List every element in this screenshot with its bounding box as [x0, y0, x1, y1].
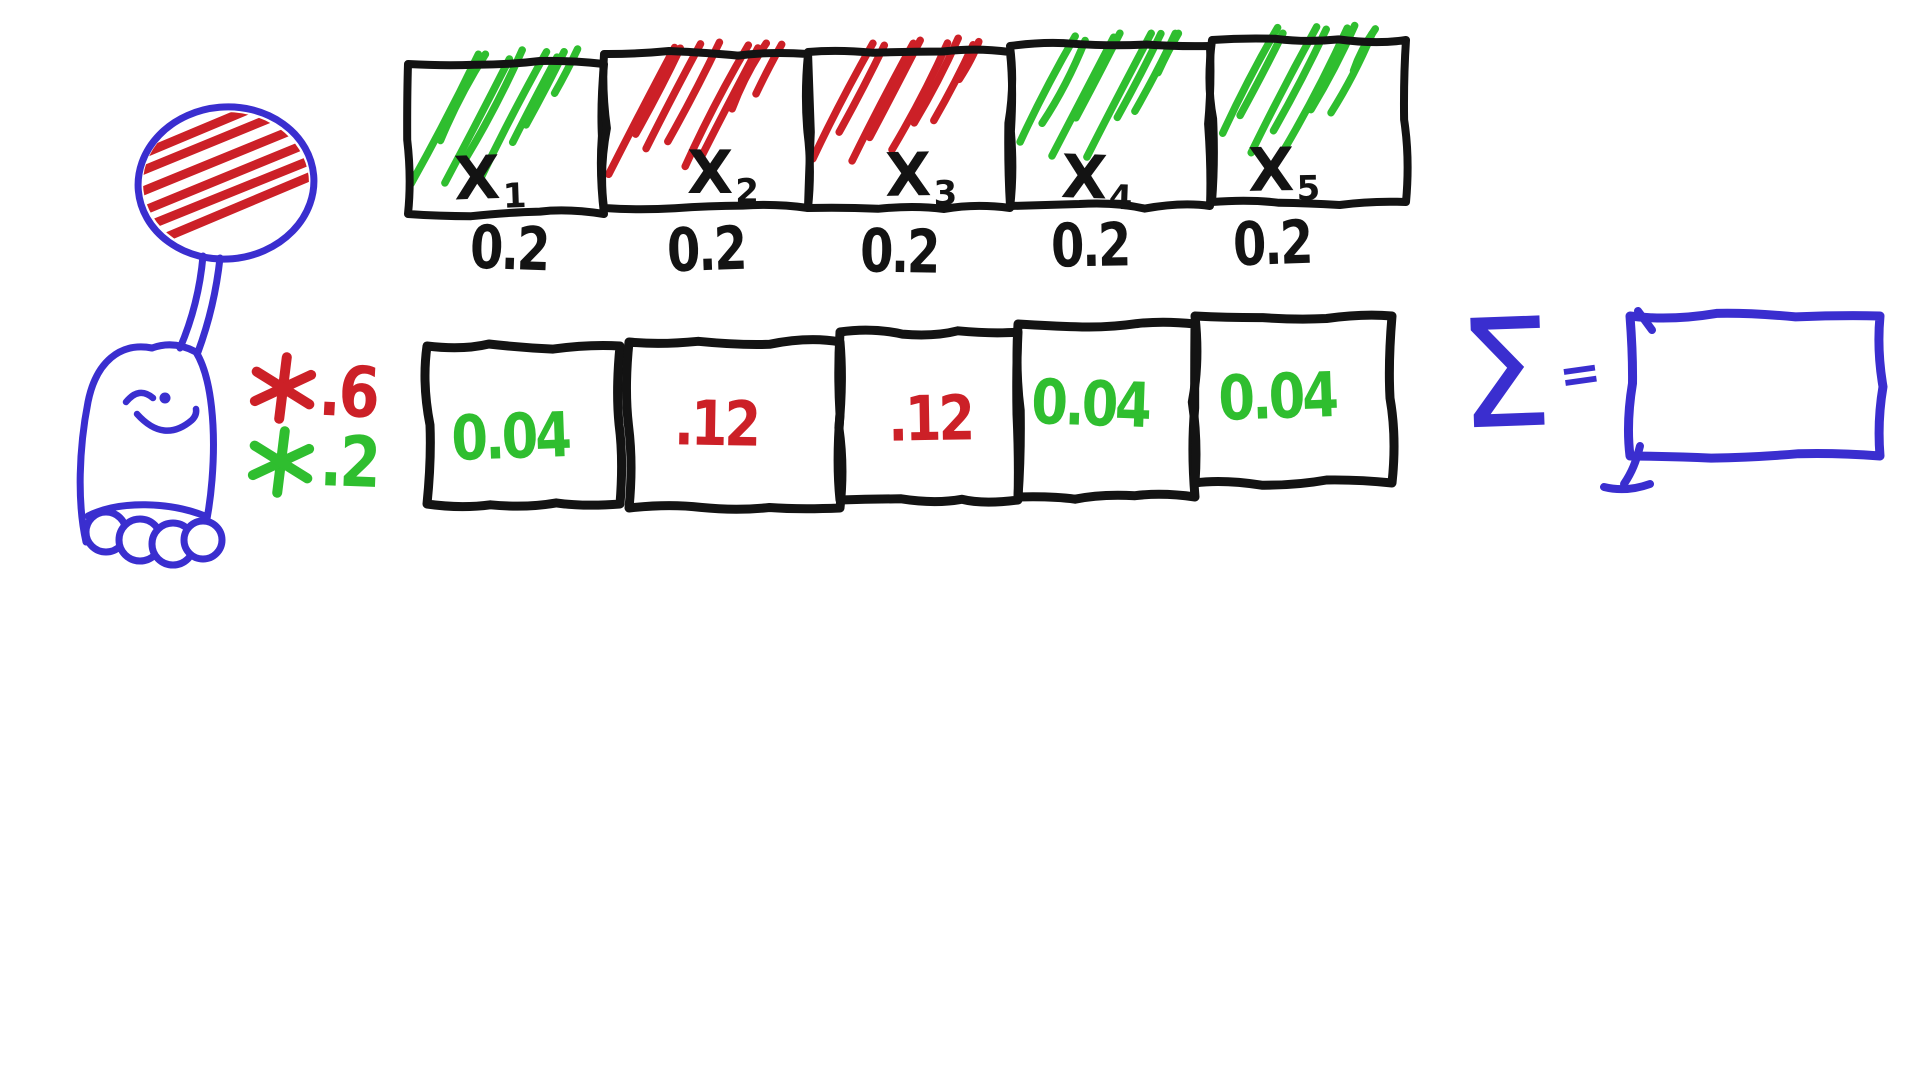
sigma-symbol: Σ	[1454, 286, 1556, 464]
variable-subscript: 1	[502, 175, 528, 217]
result-box-tail	[1600, 480, 1654, 494]
variable-name: X	[1059, 142, 1109, 214]
balloon-hatch-stroke	[143, 112, 309, 165]
result-box-tail	[1620, 442, 1644, 488]
balloon-hatch-stroke	[143, 112, 309, 182]
hatch-stroke	[752, 40, 786, 98]
top-box-4-outline	[1004, 38, 1215, 213]
asterisk-star-icon	[247, 426, 315, 498]
hatch-stroke	[955, 37, 983, 84]
hatch-stroke	[848, 39, 918, 165]
creature-toe	[180, 517, 226, 563]
result-box-tail	[1634, 307, 1656, 334]
hatch-stroke	[809, 39, 877, 163]
hatch-stroke	[604, 43, 679, 179]
top-box-1-label: X1	[453, 143, 528, 217]
top-box-2-label: X2	[687, 143, 759, 209]
star-arm	[251, 366, 315, 410]
bottom-box-2-outline	[621, 335, 847, 514]
asterisk-star-icon	[249, 352, 317, 424]
top-box-5-label: X5	[1247, 135, 1321, 209]
balloon-string	[194, 254, 224, 356]
creature-eye	[159, 392, 171, 404]
product-value-1: 0.04	[450, 397, 570, 476]
hatch-stroke	[1247, 23, 1321, 157]
creature-body	[148, 341, 200, 356]
balloon-string	[176, 252, 207, 352]
product-value-2: .12	[673, 386, 759, 461]
hatch-stroke	[728, 39, 771, 113]
top-box-1-hatch	[407, 45, 582, 188]
probability-label-4: 0.2	[1050, 210, 1130, 282]
hatch-stroke	[508, 53, 561, 147]
hatch-stroke	[1307, 21, 1359, 114]
sum-result-box-outline	[1624, 308, 1888, 463]
probability-label-1: 0.2	[468, 212, 550, 286]
probability-label-5: 0.2	[1231, 207, 1313, 281]
hatch-stroke	[1154, 29, 1183, 77]
sum-result-box	[1600, 307, 1888, 494]
variable-name: X	[884, 140, 932, 211]
hatch-stroke	[550, 45, 582, 97]
top-box-5-outline	[1205, 34, 1412, 209]
creature-brow	[122, 389, 157, 406]
probability-label-2: 0.2	[665, 213, 747, 287]
product-value-5: 0.04	[1217, 357, 1337, 436]
hatch-stroke	[476, 48, 551, 184]
product-value-3: .12	[887, 381, 973, 456]
doodle-creature	[76, 103, 318, 569]
variable-name: X	[1247, 135, 1295, 206]
probability-label-3: 0.2	[859, 216, 939, 288]
multiplier-red-value: .6	[316, 349, 380, 435]
multiplier-green-value: .2	[318, 420, 380, 504]
variable-subscript: 5	[1296, 168, 1321, 209]
hatch-stroke	[1349, 25, 1380, 75]
balloon-hatch-stroke	[143, 146, 309, 241]
top-box-4-label: X4	[1060, 142, 1134, 218]
hatch-stroke	[441, 55, 514, 187]
variable-name: X	[452, 142, 502, 215]
equals-sign: =	[1555, 342, 1605, 406]
top-box-4-hatch	[1016, 29, 1183, 161]
hatch-stroke	[888, 39, 952, 154]
top-box-3-label: X3	[884, 140, 958, 214]
balloon-icon	[134, 103, 318, 263]
product-value-4: 0.04	[1030, 364, 1150, 443]
variable-subscript: 3	[933, 173, 958, 214]
bottom-box-5-outline	[1187, 310, 1399, 490]
star-arm	[249, 440, 313, 484]
creature-smile	[133, 405, 200, 434]
balloon-hatch-stroke	[143, 112, 309, 141]
bottom-box-4-outline	[1012, 317, 1200, 504]
bottom-box-1-outline	[420, 339, 627, 512]
hatch-stroke	[1048, 33, 1118, 160]
hatch-stroke	[1038, 36, 1089, 128]
variable-name: X	[687, 138, 734, 209]
hatch-stroke	[631, 44, 685, 138]
variable-subscript: 2	[735, 171, 759, 212]
creature-body	[76, 343, 156, 546]
top-box-1-outline	[403, 56, 608, 221]
